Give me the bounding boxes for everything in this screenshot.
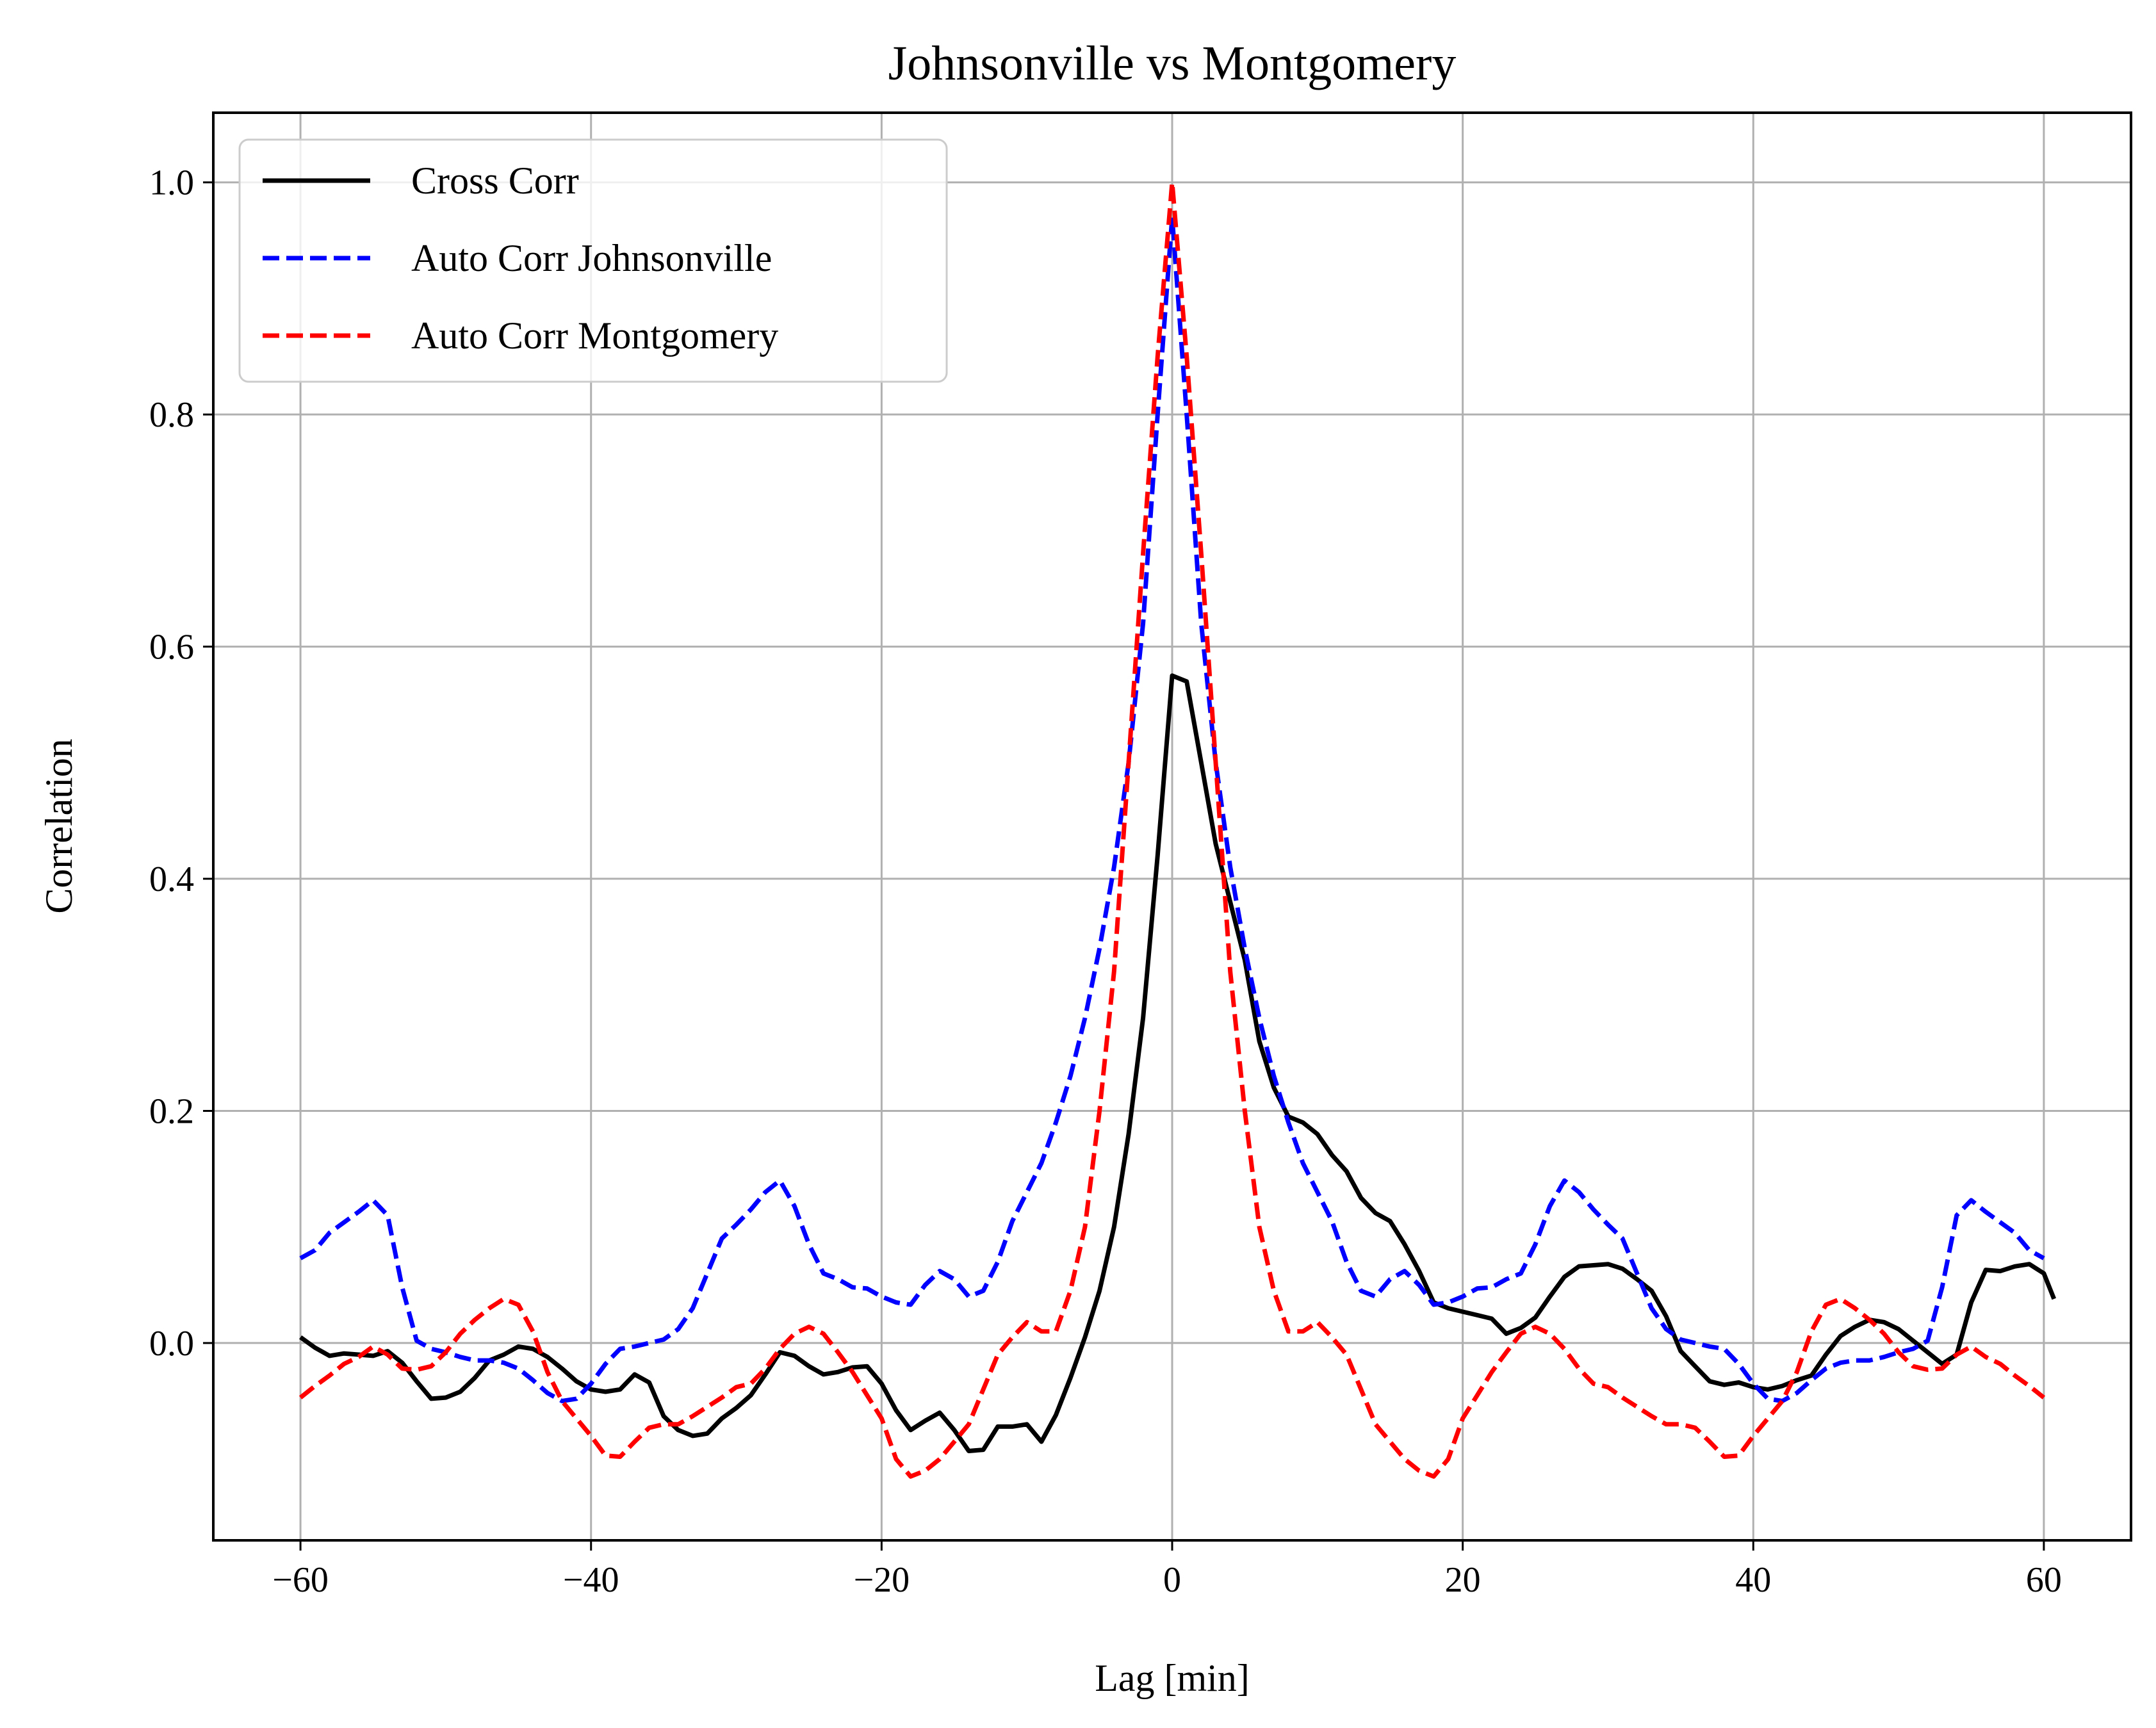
axis-ticks: −60 −40 −20 0 20 40 60 0.0 0.2 0.4 0.6 0.8 1.0 [149, 163, 2062, 1600]
x-tick-label-20: 20 [1445, 1560, 1481, 1600]
legend-label-cross-corr: Cross Corr [411, 159, 579, 202]
legend-label-auto-corr-johnsonville: Auto Corr Johnsonville [411, 237, 772, 279]
x-tick-label-0: 0 [1163, 1560, 1181, 1600]
x-tick-label-40: −40 [563, 1560, 619, 1600]
x-tick-label-60: −60 [272, 1560, 329, 1600]
y-axis-label: Correlation [38, 738, 80, 913]
y-tick-label-0: 0.0 [149, 1324, 194, 1364]
y-tick-label-1: 1.0 [149, 163, 194, 203]
x-axis-label: Lag [min] [1095, 1657, 1250, 1699]
y-tick-label-0.2: 0.2 [149, 1091, 194, 1131]
x-tick-label-60: 60 [2026, 1560, 2062, 1600]
y-tick-label-0.4: 0.4 [149, 860, 194, 899]
x-tick-label-20: −20 [854, 1560, 910, 1600]
y-tick-label-0.8: 0.8 [149, 395, 194, 435]
plot-lines [298, 180, 2057, 1479]
x-tick-label-40: 40 [1735, 1560, 1771, 1600]
chart-title: Johnsonville vs Montgomery [888, 37, 1457, 90]
y-tick-label-0.6: 0.6 [149, 628, 194, 667]
legend: Cross Corr Auto Corr Johnsonville Auto C… [238, 138, 948, 383]
series-line-auto-corr-johnsonville [299, 215, 2045, 1403]
legend-box [238, 138, 948, 383]
series-line-cross-corr [299, 673, 2057, 1453]
legend-label-auto-corr-montgomery: Auto Corr Montgomery [411, 314, 778, 357]
